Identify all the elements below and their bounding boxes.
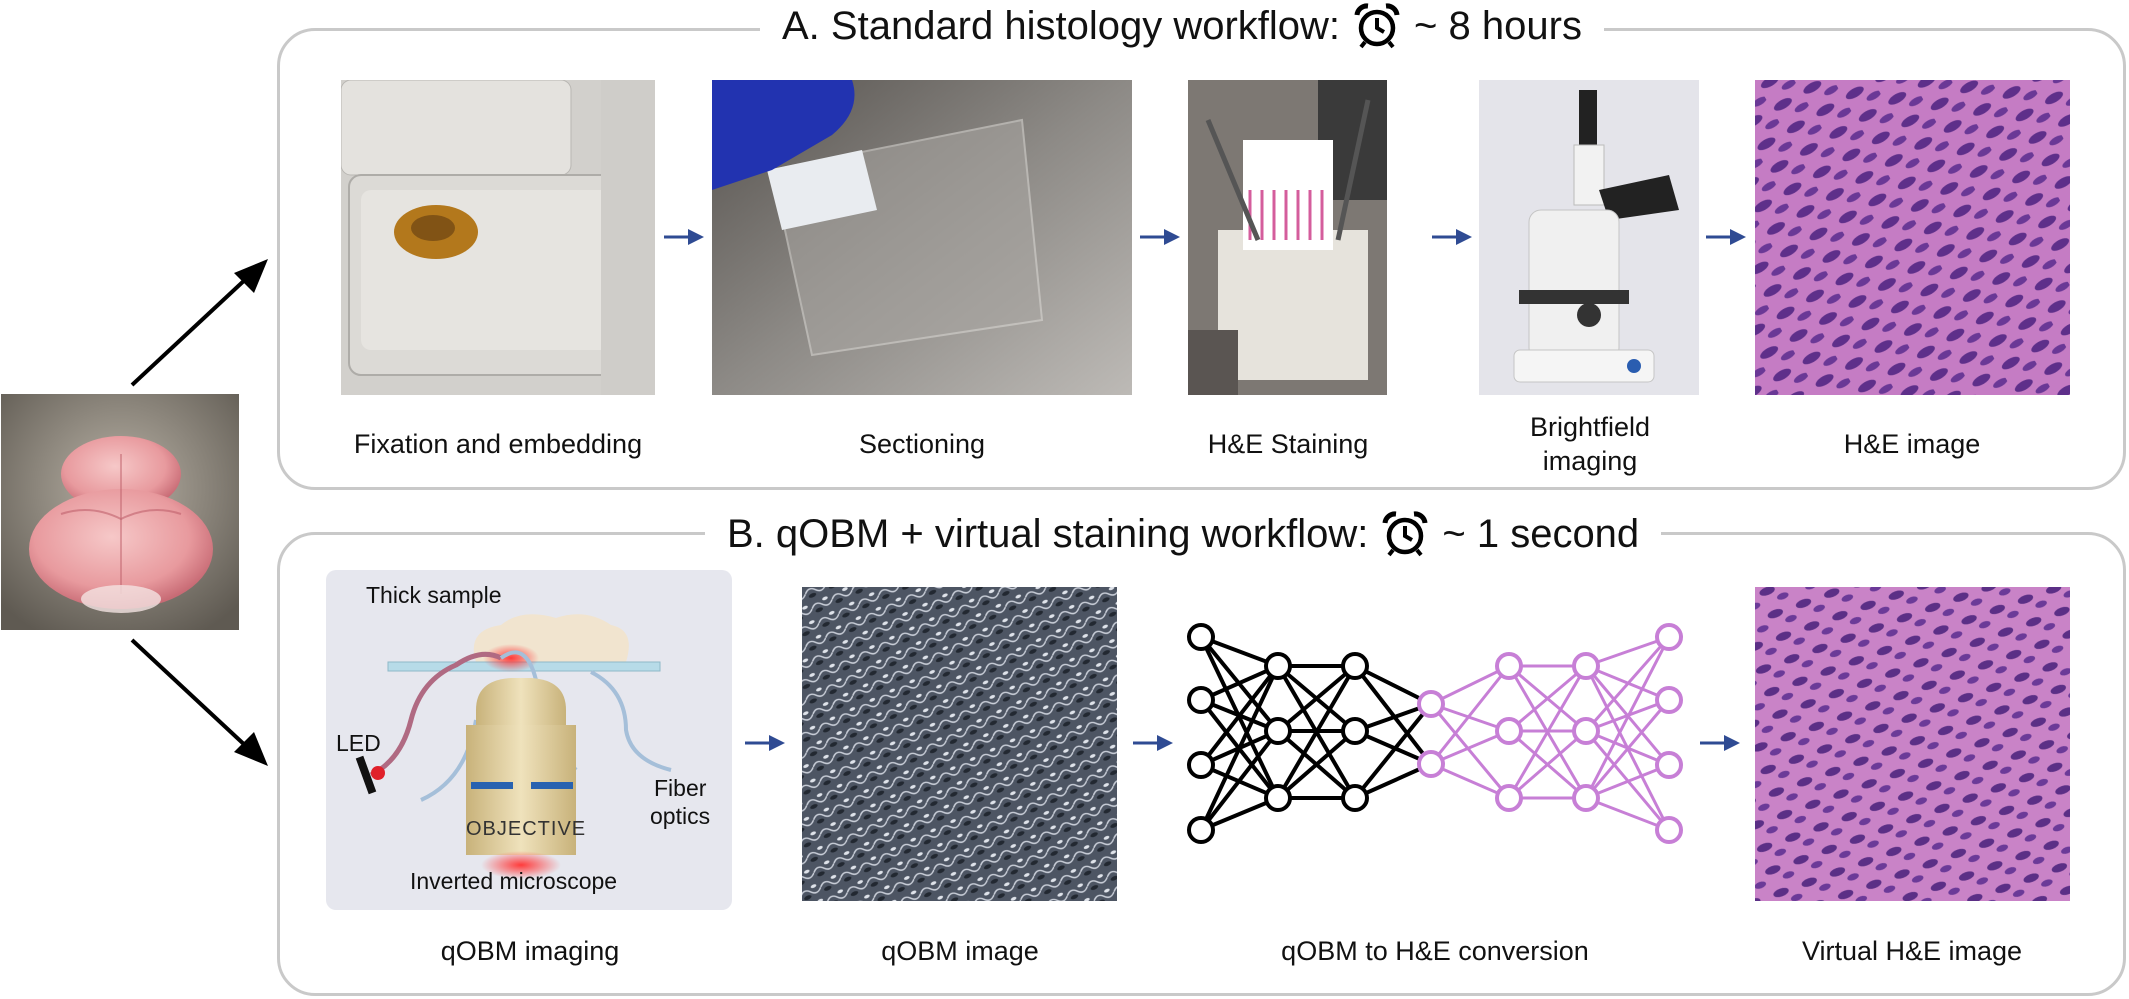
- network-edge: [1353, 664, 1433, 766]
- network-edge: [1585, 635, 1670, 668]
- network-node: [1495, 784, 1523, 812]
- network-edge: [1429, 665, 1511, 765]
- label-thick-sample: Thick sample: [366, 582, 502, 608]
- network-edge: [1584, 636, 1671, 799]
- flow-arrow-a4: [1706, 229, 1746, 245]
- brain-sample-photo: [1, 394, 239, 630]
- network-node: [1187, 751, 1215, 779]
- network-edge: [1585, 796, 1670, 832]
- network-edge: [1354, 664, 1432, 706]
- network-edge: [1200, 664, 1279, 702]
- panel-b-time: ~ 1 second: [1442, 512, 1640, 556]
- caption-virtual-he: Virtual H&E image: [1801, 936, 2023, 966]
- network-node: [1341, 784, 1369, 812]
- flow-arrow-b3: [1700, 735, 1740, 751]
- panel-a-time: ~ 8 hours: [1414, 4, 1582, 48]
- panel-a-title: A. Standard histology workflow: ~ 8 hour…: [760, 2, 1604, 50]
- network-node: [1264, 717, 1292, 745]
- flow-arrow-a2: [1140, 229, 1180, 245]
- caption-qobm-to-he: qOBM to H&E conversion: [1281, 936, 1589, 966]
- virtual-he-image-tile: [1755, 587, 2070, 901]
- network-edge: [1199, 664, 1280, 767]
- network-edge: [1508, 729, 1587, 800]
- network-node: [1495, 717, 1523, 745]
- network-edge: [1584, 636, 1671, 732]
- label-fiber: Fiber: [654, 775, 707, 801]
- network-node: [1341, 652, 1369, 680]
- network-edge: [1585, 763, 1670, 800]
- network-node: [1187, 816, 1215, 844]
- network-node: [1572, 717, 1600, 745]
- caption-sectioning: Sectioning: [858, 429, 986, 459]
- network-node: [1655, 816, 1683, 844]
- network-node: [1417, 750, 1445, 778]
- network-node: [1655, 686, 1683, 714]
- qobm-schematic: Thick sample LED Fiber optics OBJECTIVE …: [326, 570, 732, 910]
- network-node: [1417, 690, 1445, 718]
- arrow-to-panel-a: [130, 259, 268, 387]
- he-staining-photo: [1188, 80, 1387, 395]
- network-node: [1187, 686, 1215, 714]
- label-inverted-microscope: Inverted microscope: [410, 868, 618, 894]
- network-edge: [1276, 664, 1357, 733]
- network-node: [1572, 652, 1600, 680]
- flow-arrow-a1: [664, 229, 704, 245]
- caption-qobm-imaging: qOBM imaging: [440, 936, 620, 966]
- caption-fixation: Fixation and embedding: [353, 429, 643, 459]
- network-edge: [1584, 699, 1671, 799]
- label-optics: optics: [650, 803, 711, 829]
- arrow-to-panel-b: [130, 638, 268, 766]
- flow-arrow-b2: [1133, 735, 1173, 751]
- network-edge: [1276, 664, 1357, 800]
- network-edge: [1353, 702, 1433, 800]
- panel-b-title-text: B. qOBM + virtual staining workflow:: [727, 512, 1369, 556]
- neural-network-diagram: [1187, 623, 1683, 844]
- network-edge: [1276, 729, 1357, 800]
- alarm-clock-icon: [1382, 511, 1428, 557]
- network-edges: [1199, 635, 1671, 832]
- caption-he-staining: H&E Staining: [1207, 429, 1369, 459]
- panel-b-title: B. qOBM + virtual staining workflow: ~ 1…: [705, 510, 1662, 558]
- network-node: [1495, 652, 1523, 680]
- fixation-embedding-photo: [341, 80, 655, 395]
- network-edge: [1199, 729, 1280, 832]
- caption-brightfield: Brightfield imaging: [1529, 412, 1651, 476]
- brightfield-microscope-photo: [1479, 80, 1699, 395]
- network-node: [1655, 623, 1683, 651]
- network-edge: [1429, 703, 1511, 799]
- caption-he-image: H&E image: [1843, 429, 1981, 459]
- flow-arrow-b1: [745, 735, 785, 751]
- alarm-clock-icon: [1354, 3, 1400, 49]
- label-led: LED: [336, 730, 381, 756]
- flow-arrow-a3: [1432, 229, 1472, 245]
- label-objective: OBJECTIVE: [466, 818, 587, 840]
- network-node: [1341, 717, 1369, 745]
- network-edge: [1430, 664, 1510, 706]
- network-edge: [1508, 664, 1587, 733]
- network-node: [1264, 784, 1292, 812]
- network-edge: [1430, 729, 1510, 766]
- network-edge: [1430, 762, 1510, 800]
- sectioning-photo: [712, 80, 1132, 395]
- network-node: [1655, 751, 1683, 779]
- caption-qobm-image: qOBM image: [881, 936, 1039, 966]
- network-node: [1187, 623, 1215, 651]
- network-edge: [1199, 665, 1280, 831]
- network-edge: [1507, 665, 1588, 799]
- panel-a-title-text: A. Standard histology workflow:: [782, 4, 1341, 48]
- qobm-image-tile: [802, 587, 1117, 901]
- network-node: [1572, 784, 1600, 812]
- he-image-tile: [1755, 80, 2070, 395]
- network-node: [1264, 652, 1292, 680]
